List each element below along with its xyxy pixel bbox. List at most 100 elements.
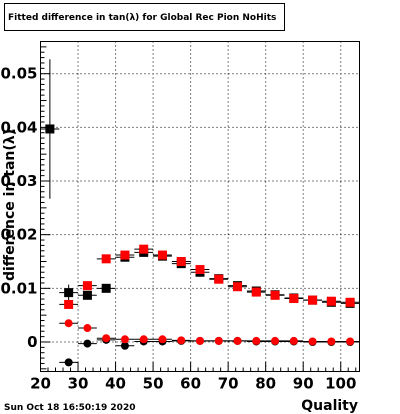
y-tick-label: 0.03: [0, 172, 37, 190]
square-marker: [214, 274, 224, 284]
square-marker: [101, 283, 111, 293]
data-point: [321, 296, 341, 306]
circle-marker: [158, 335, 167, 344]
data-point: [284, 294, 304, 304]
data-point: [59, 299, 79, 309]
circle-marker: [252, 336, 261, 345]
square-marker: [289, 294, 299, 304]
square-marker: [139, 244, 149, 254]
square-marker: [251, 287, 261, 297]
circle-marker: [233, 336, 242, 345]
data-point: [321, 337, 341, 346]
data-point: [246, 287, 266, 297]
square-marker: [345, 297, 355, 307]
square-marker: [195, 265, 205, 275]
circle-marker: [196, 336, 204, 345]
data-point: [59, 358, 79, 367]
chart-title: Fitted difference in tan(λ) for Global R…: [8, 13, 276, 23]
data-point: [340, 297, 360, 307]
circle-marker: [308, 337, 317, 346]
y-tick-labels: 0 0.01 0.02 0.03 0.04 0.05: [0, 65, 37, 351]
data-point: [228, 282, 247, 292]
data-point: [78, 290, 97, 300]
data-point: [115, 250, 135, 260]
data-point: [209, 274, 229, 284]
circle-marker: [289, 336, 298, 345]
circle-marker: [214, 336, 223, 345]
data-point: [115, 335, 135, 344]
square-marker: [120, 250, 130, 260]
y-tick-label: 0.04: [0, 118, 37, 136]
data-point: [78, 324, 97, 333]
data-point: [96, 334, 116, 343]
y-tick-label: 0.02: [0, 226, 37, 244]
x-tick-labels: 20 30 40 50 60 70 80 90 100: [30, 375, 356, 393]
y-axis-label: difference in tan(λ): [2, 129, 18, 281]
x-tick-label: 50: [143, 375, 164, 393]
circle-marker: [271, 336, 280, 345]
square-marker: [270, 290, 280, 300]
data-point: [115, 341, 135, 350]
timestamp: Sun Oct 18 16:50:19 2020: [4, 403, 135, 413]
square-marker: [82, 281, 92, 291]
x-tick-label: 90: [293, 375, 314, 393]
x-tick-label: 70: [218, 375, 239, 393]
data-point: [59, 284, 79, 301]
grid-lines: [40, 41, 360, 372]
circle-marker: [139, 335, 148, 344]
data-point: [134, 335, 154, 344]
data-point: [228, 336, 247, 345]
data-point: [96, 254, 116, 264]
x-tick-label: 20: [30, 375, 51, 393]
circle-marker: [346, 337, 355, 346]
data-point: [246, 336, 266, 345]
data-point: [303, 337, 322, 346]
y-tick-label: 0.01: [0, 279, 37, 297]
square-marker: [176, 257, 186, 266]
square-marker: [64, 288, 74, 298]
data-point: [171, 257, 191, 266]
square-marker: [82, 290, 92, 300]
x-tick-label: 60: [180, 375, 201, 393]
series-3: [59, 319, 360, 346]
y-tick-label: 0: [27, 333, 37, 351]
x-tick-label: 80: [255, 375, 276, 393]
square-marker: [233, 282, 243, 292]
data-point: [59, 319, 79, 328]
data-point: [78, 339, 97, 348]
circle-marker: [83, 339, 92, 348]
circle-marker: [177, 336, 186, 345]
data-point: [153, 335, 172, 344]
x-axis-label: Quality: [301, 398, 358, 414]
circle-marker: [83, 324, 92, 333]
data-point: [265, 290, 285, 300]
data-point: [284, 336, 304, 345]
data-point: [190, 265, 210, 275]
square-marker: [101, 254, 111, 264]
data-point: [40, 59, 60, 199]
series-1: [59, 244, 360, 309]
x-tick-label: 40: [105, 375, 126, 393]
circle-marker: [64, 319, 73, 328]
data-point: [340, 337, 360, 346]
plot-frame: [40, 41, 360, 372]
y-tick-label: 0.05: [0, 65, 37, 83]
square-marker: [45, 124, 55, 134]
data-point: [209, 336, 229, 345]
square-marker: [308, 295, 318, 305]
title-box: Fitted difference in tan(λ) for Global R…: [4, 3, 285, 31]
data-point: [78, 281, 97, 291]
data-point: [153, 250, 172, 260]
circle-marker: [120, 335, 129, 344]
x-tick-label: 100: [325, 375, 356, 393]
circle-marker: [120, 341, 129, 350]
data-point: [171, 336, 191, 345]
axis-ticks: [40, 46, 357, 372]
data-point: [190, 336, 210, 345]
x-tick-label: 30: [68, 375, 89, 393]
data-point: [134, 244, 154, 254]
square-marker: [326, 296, 336, 306]
square-marker: [64, 299, 74, 309]
circle-marker: [64, 358, 73, 367]
